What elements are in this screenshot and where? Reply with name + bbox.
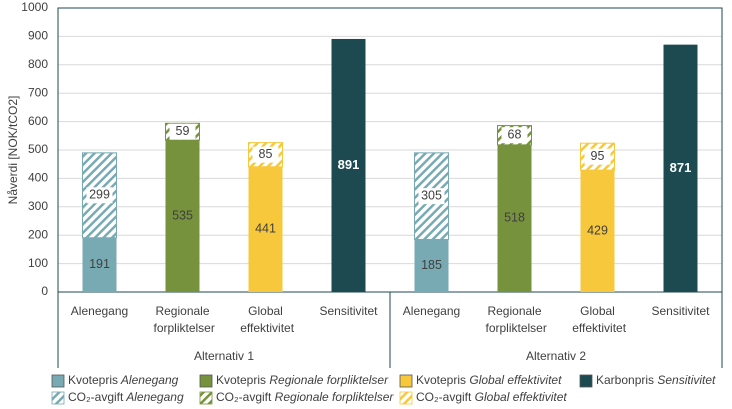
data-label: 59 xyxy=(176,124,190,138)
data-label: 871 xyxy=(670,160,692,175)
x-tick-label: Sensitivitet xyxy=(651,304,710,318)
label-box xyxy=(252,146,279,163)
legend-label: Kvotepris Global effektivitet xyxy=(416,373,562,387)
y-tick-label: 700 xyxy=(28,85,48,99)
bar-segment xyxy=(580,170,615,292)
label-box xyxy=(418,188,445,205)
data-label: 305 xyxy=(421,188,442,202)
legend-swatch xyxy=(199,391,213,405)
x-tick-label: Alenegang xyxy=(71,304,128,318)
data-label: 68 xyxy=(508,128,522,142)
legend-swatch xyxy=(51,391,65,405)
bar-segment xyxy=(414,239,449,292)
y-tick-label: 400 xyxy=(28,171,48,185)
y-tick-label: 900 xyxy=(28,29,48,43)
group-label: Alternativ 2 xyxy=(526,349,586,363)
data-label: 95 xyxy=(591,149,605,163)
bar-segment xyxy=(497,144,532,292)
legend-label: Karbonpris Sensitivitet xyxy=(596,373,716,387)
bar-segment xyxy=(165,140,200,292)
y-tick-label: 0 xyxy=(41,284,48,298)
x-tick-label: Alenegang xyxy=(403,304,460,318)
data-label: 441 xyxy=(255,222,276,236)
y-tick-label: 1000 xyxy=(21,0,48,14)
legend-label: Kvotepris Alenegang xyxy=(68,373,179,387)
legend-swatch xyxy=(399,374,413,388)
label-box xyxy=(501,127,528,144)
legend-label: CO₂-avgift Alenegang xyxy=(68,390,184,404)
data-label: 85 xyxy=(259,147,273,161)
legend-swatch xyxy=(579,374,593,388)
y-tick-label: 500 xyxy=(28,142,48,156)
y-tick-label: 200 xyxy=(28,227,48,241)
label-box xyxy=(86,187,113,204)
y-axis-label: Nåverdi [NOK/tCO2] xyxy=(6,96,20,205)
legend-swatch xyxy=(199,374,213,388)
data-label: 185 xyxy=(421,258,442,272)
legend-label: CO₂-avgift Regionale forpliktelser xyxy=(216,390,394,404)
data-label: 535 xyxy=(172,208,193,222)
label-box xyxy=(169,123,196,140)
legend-label: CO₂-avgift Global effektivitet xyxy=(416,390,567,404)
data-label: 891 xyxy=(338,157,360,172)
bar-segment xyxy=(248,166,283,292)
bar-segment xyxy=(82,237,117,292)
y-tick-label: 800 xyxy=(28,57,48,71)
data-label: 518 xyxy=(504,211,525,225)
data-label: 429 xyxy=(587,223,608,237)
group-label: Alternativ 1 xyxy=(194,349,254,363)
bar-segment xyxy=(663,44,698,292)
x-tick-label: Global effektivitet xyxy=(569,304,627,335)
legend-label: Kvotepris Regionale forpliktelser xyxy=(216,373,389,387)
data-label: 299 xyxy=(89,188,110,202)
y-tick-label: 600 xyxy=(28,114,48,128)
x-tick-label: Global effektivitet xyxy=(237,304,295,335)
y-tick-label: 300 xyxy=(28,199,48,213)
x-tick-label: Regionale forpliktelser xyxy=(150,304,215,335)
bar-segment xyxy=(331,38,366,293)
legend-swatch xyxy=(399,391,413,405)
legend-swatch xyxy=(51,374,65,388)
y-tick-label: 100 xyxy=(28,256,48,270)
x-tick-label: Regionale forpliktelser xyxy=(482,304,547,335)
data-label: 191 xyxy=(89,257,110,271)
label-box xyxy=(584,148,611,165)
x-tick-label: Sensitivitet xyxy=(319,304,378,318)
